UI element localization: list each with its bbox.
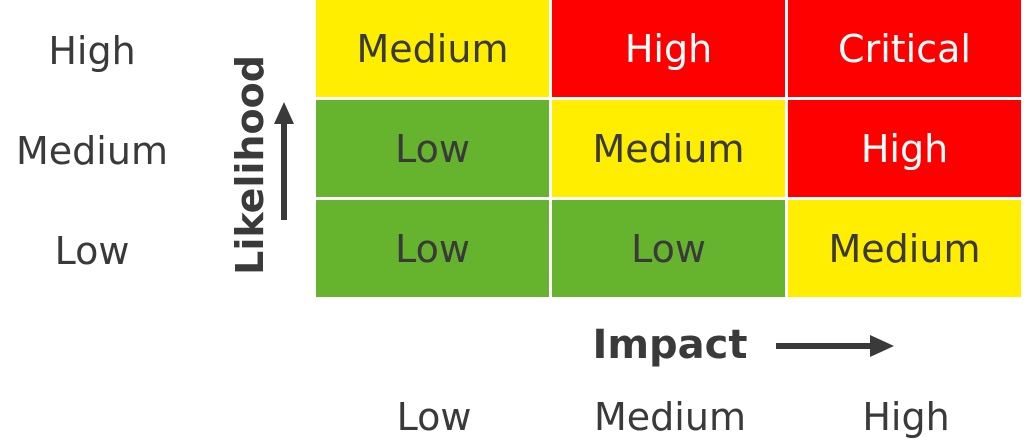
risk-cell: Low [316, 100, 549, 197]
risk-cell: Medium [316, 0, 549, 97]
likelihood-title-text: Likelihood [228, 55, 272, 275]
risk-cell: Low [552, 200, 785, 297]
likelihood-axis-title: Likelihood [220, 40, 280, 290]
impact-level-high: High [862, 395, 950, 439]
risk-cell: Medium [552, 100, 785, 197]
impact-level-medium: Medium [594, 395, 746, 439]
risk-matrix-grid: Medium High Critical Low Medium High Low Low Med… [316, 0, 1024, 300]
risk-cell: High [788, 100, 1021, 197]
risk-cell: Medium [788, 200, 1021, 297]
likelihood-level-medium: Medium [16, 129, 168, 173]
impact-level-low: Low [396, 395, 472, 439]
risk-cell: Critical [788, 0, 1021, 97]
impact-arrow-icon [776, 335, 894, 357]
likelihood-level-low: Low [54, 229, 130, 273]
risk-cell: High [552, 0, 785, 97]
likelihood-level-high: High [48, 29, 136, 73]
likelihood-arrow-icon [274, 102, 294, 220]
risk-cell: Low [316, 200, 549, 297]
impact-axis-title: Impact [592, 322, 748, 368]
